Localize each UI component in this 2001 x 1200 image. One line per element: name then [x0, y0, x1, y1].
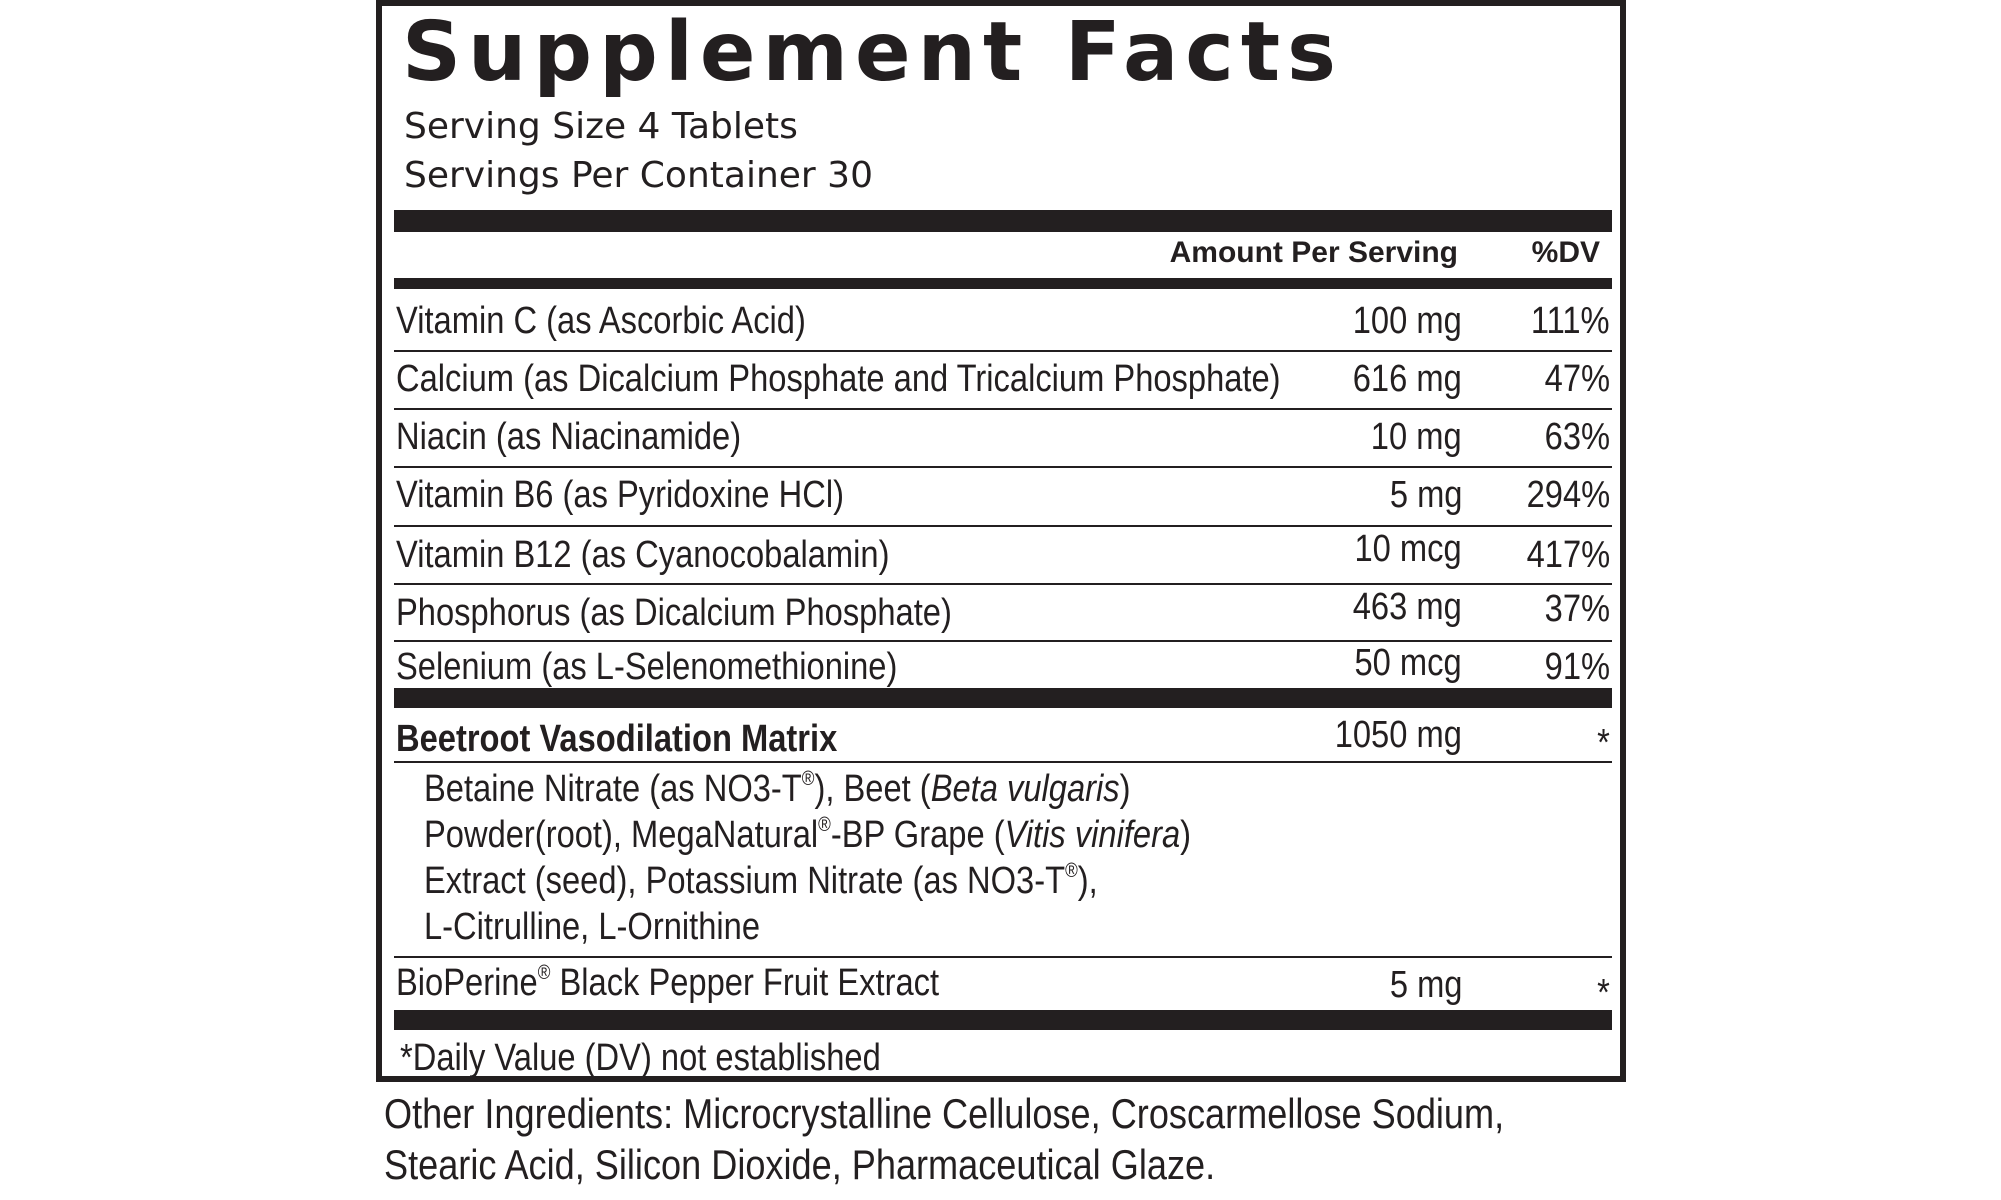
matrix-amount: 1050 mg [1334, 714, 1462, 756]
supplement-facts-panel: Supplement Facts Serving Size 4 Tablets … [376, 0, 1626, 1082]
nutrient-dv: 417% [1526, 534, 1610, 576]
nutrient-dv: 47% [1544, 358, 1610, 400]
nutrient-dv: 91% [1544, 646, 1610, 688]
daily-value-footnote: *Daily Value (DV) not established [400, 1037, 881, 1079]
row-divider [394, 761, 1612, 763]
bioperine-name: BioPerine® Black Pepper Fruit Extract [396, 962, 940, 1004]
servings-per-container: Servings Per Container 30 [404, 155, 873, 196]
nutrient-dv: 63% [1544, 416, 1610, 458]
nutrient-amount: 463 mg [1352, 586, 1462, 628]
nutrient-dv: 37% [1544, 588, 1610, 630]
serving-size: Serving Size 4 Tablets [404, 106, 798, 147]
row-divider [394, 583, 1612, 585]
row-divider [394, 956, 1612, 958]
panel-title: Supplement Facts [402, 5, 1343, 100]
nutrient-name: Calcium (as Dicalcium Phosphate and Tric… [396, 358, 1281, 400]
medium-divider [394, 278, 1612, 289]
thick-divider [394, 210, 1612, 232]
nutrient-amount: 616 mg [1352, 358, 1462, 400]
nutrient-name: Phosphorus (as Dicalcium Phosphate) [396, 592, 952, 634]
thick-divider [394, 1010, 1612, 1030]
thick-divider [394, 688, 1612, 708]
nutrient-amount: 100 mg [1352, 300, 1462, 342]
nutrient-name: Vitamin B6 (as Pyridoxine HCl) [396, 474, 845, 516]
nutrient-amount: 10 mcg [1354, 528, 1462, 570]
nutrient-dv: 111% [1531, 300, 1610, 342]
bioperine-dv: * [1597, 972, 1610, 1014]
row-divider [394, 640, 1612, 642]
nutrient-name: Selenium (as L-Selenomethionine) [396, 646, 898, 688]
row-divider [394, 466, 1612, 468]
row-divider [394, 408, 1612, 410]
nutrient-amount: 5 mg [1389, 474, 1462, 516]
row-divider [394, 525, 1612, 527]
nutrient-dv: 294% [1526, 474, 1610, 516]
matrix-dv: * [1597, 722, 1610, 764]
bioperine-amount: 5 mg [1389, 964, 1462, 1006]
matrix-ingredients-line-3: Extract (seed), Potassium Nitrate (as NO… [424, 860, 1098, 902]
nutrient-name: Vitamin B12 (as Cyanocobalamin) [396, 534, 890, 576]
column-header-amount: Amount Per Serving [1169, 236, 1458, 269]
nutrient-name: Vitamin C (as Ascorbic Acid) [396, 300, 806, 342]
other-ingredients-line-2: Stearic Acid, Silicon Dioxide, Pharmaceu… [384, 1141, 1216, 1188]
row-divider [394, 350, 1612, 352]
other-ingredients-line-1: Other Ingredients: Microcrystalline Cell… [384, 1090, 1505, 1137]
matrix-ingredients-line-2: Powder(root), MegaNatural®-BP Grape (Vit… [424, 814, 1192, 856]
column-header-dv: %DV [1531, 236, 1600, 269]
nutrient-name: Niacin (as Niacinamide) [396, 416, 742, 458]
matrix-name: Beetroot Vasodilation Matrix [396, 718, 838, 760]
matrix-ingredients-line-4: L-Citrulline, L-Ornithine [424, 906, 761, 948]
nutrient-amount: 50 mcg [1354, 642, 1462, 684]
nutrient-amount: 10 mg [1371, 416, 1462, 458]
matrix-ingredients-line-1: Betaine Nitrate (as NO3-T®), Beet (Beta … [424, 768, 1131, 810]
